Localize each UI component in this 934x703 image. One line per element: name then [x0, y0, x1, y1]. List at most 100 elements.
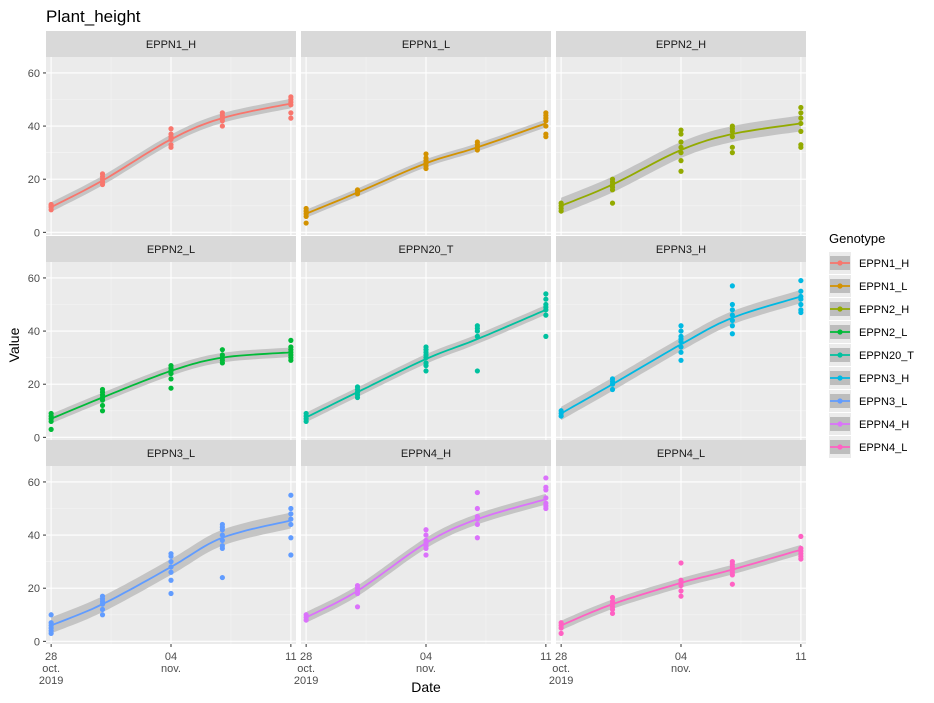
data-point: [729, 123, 735, 129]
x-tick-label: 11: [285, 651, 296, 663]
facet-strip-label: EPPN4_H: [401, 448, 451, 460]
y-tick-label: 60: [28, 273, 40, 285]
data-point: [168, 363, 174, 369]
data-point: [798, 533, 804, 540]
y-tick-label: 0: [34, 636, 40, 648]
data-point: [474, 489, 480, 496]
data-point: [558, 630, 564, 636]
data-point: [609, 594, 616, 601]
data-point: [678, 357, 684, 363]
y-tick-label: 40: [28, 530, 40, 542]
data-point: [729, 144, 735, 150]
data-point: [423, 552, 429, 558]
data-point: [609, 200, 616, 206]
data-point: [729, 581, 735, 587]
facet-strip-label: EPPN2_H: [656, 39, 706, 51]
data-point: [168, 131, 174, 137]
data-point: [798, 288, 804, 294]
data-point: [48, 426, 54, 432]
data-point: [423, 344, 429, 350]
x-tick-label: 04: [420, 651, 432, 663]
x-tick-label: 28: [300, 651, 312, 663]
data-point: [678, 333, 684, 339]
data-point: [168, 142, 174, 148]
data-point: [288, 337, 294, 343]
facet-strip: [301, 440, 551, 466]
data-point: [219, 347, 225, 353]
chart-title: Plant_height: [46, 7, 141, 26]
x-tick-label: 11: [540, 651, 551, 663]
facet-strip: [556, 236, 806, 262]
facet-strip-label: EPPN1_H: [146, 39, 196, 51]
facet-strip: [301, 236, 551, 262]
legend-key-point: [837, 421, 843, 427]
data-point: [288, 115, 294, 121]
legend: Genotype EPPN1_HEPPN1_LEPPN2_HEPPN2_LEPP…: [829, 231, 914, 458]
data-point: [543, 500, 549, 506]
data-point: [219, 123, 225, 129]
data-point: [798, 142, 804, 148]
data-point: [219, 110, 225, 116]
data-point: [798, 277, 804, 284]
legend-item: EPPN4_L: [829, 436, 907, 458]
data-point: [99, 171, 106, 177]
facet-panel: EPPN2_H: [556, 31, 806, 235]
data-point: [288, 511, 294, 517]
data-point: [678, 560, 684, 566]
data-point: [798, 307, 804, 313]
data-point: [678, 323, 684, 329]
data-point: [219, 352, 225, 358]
x-tick-label-month: oct.: [552, 663, 570, 675]
legend-item: EPPN1_L: [829, 275, 907, 297]
data-point: [474, 521, 480, 528]
legend-title: Genotype: [829, 231, 885, 246]
data-point: [543, 110, 549, 116]
fit-line: [50, 351, 291, 420]
legend-label: EPPN2_L: [859, 327, 907, 339]
facet-strip-label: EPPN4_L: [657, 448, 705, 460]
data-point: [798, 115, 804, 121]
data-point: [168, 551, 174, 557]
confidence-ribbon: [561, 115, 801, 214]
facet-strip: [46, 236, 296, 262]
data-point: [678, 168, 684, 174]
legend-label: EPPN1_H: [859, 258, 909, 270]
legend-item: EPPN4_H: [829, 413, 909, 435]
confidence-ribbon: [51, 98, 291, 212]
facet-strip: [46, 440, 296, 466]
x-tick-label-month: nov.: [671, 663, 691, 675]
data-point: [474, 323, 480, 329]
data-point: [168, 590, 174, 597]
data-point: [288, 505, 294, 512]
data-point: [678, 131, 684, 137]
data-point: [609, 610, 616, 617]
data-point: [798, 110, 804, 116]
facet-panel: EPPN20_T: [301, 236, 551, 440]
data-point: [474, 139, 480, 145]
x-tick-label-year: 2019: [39, 675, 63, 687]
data-point: [729, 323, 735, 329]
facet-strip: [556, 440, 806, 466]
facet-strip: [556, 31, 806, 57]
legend-label: EPPN3_L: [859, 396, 907, 408]
data-point: [543, 484, 549, 490]
data-point: [288, 535, 294, 541]
data-point: [798, 301, 804, 308]
legend-label: EPPN3_H: [859, 373, 909, 385]
legend-key-point: [837, 352, 843, 358]
facet-panel: EPPN2_L 0 20 40 60: [28, 236, 296, 444]
data-point: [423, 532, 429, 538]
data-point: [48, 612, 54, 618]
x-tick-label-month: oct.: [42, 663, 60, 675]
data-point: [288, 521, 294, 528]
data-point: [609, 176, 616, 182]
data-point: [543, 131, 549, 137]
data-point: [354, 604, 361, 610]
legend-item: EPPN20_T: [829, 344, 914, 366]
legend-key-point: [837, 444, 843, 450]
data-point: [219, 574, 225, 581]
data-point: [678, 328, 684, 334]
fit-line: [305, 308, 547, 419]
